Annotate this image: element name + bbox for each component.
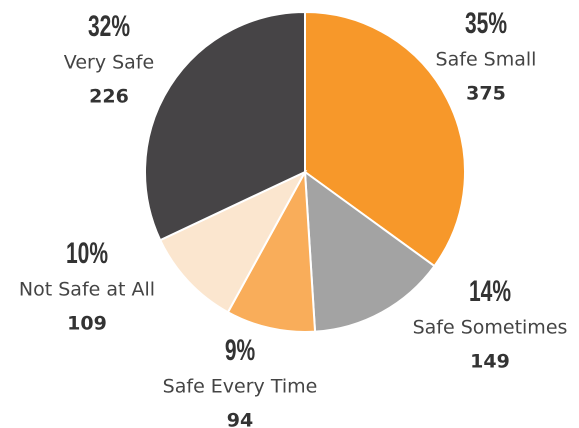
percent-label: 32% [88, 10, 130, 42]
pie-slice [144, 10, 306, 242]
pie-slice [226, 168, 317, 333]
percent-label: 14% [469, 275, 511, 307]
count-label: 226 [89, 86, 129, 108]
category-label: Very Safe [64, 52, 154, 74]
count-label: 94 [227, 410, 253, 428]
category-label: Safe Every Time [163, 376, 318, 398]
pie-slice [158, 169, 308, 314]
pie-slice [304, 10, 466, 268]
percent-label: 9% [225, 334, 255, 366]
percent-label: 35% [465, 7, 507, 39]
category-label: Safe Sometimes [413, 317, 568, 339]
category-label: Safe Small [436, 49, 537, 71]
count-label: 375 [466, 83, 506, 105]
pie-slice [303, 169, 436, 333]
percent-label: 10% [66, 237, 108, 269]
category-label: Not Safe at All [19, 279, 155, 301]
count-label: 109 [67, 313, 107, 335]
count-label: 149 [470, 351, 510, 373]
